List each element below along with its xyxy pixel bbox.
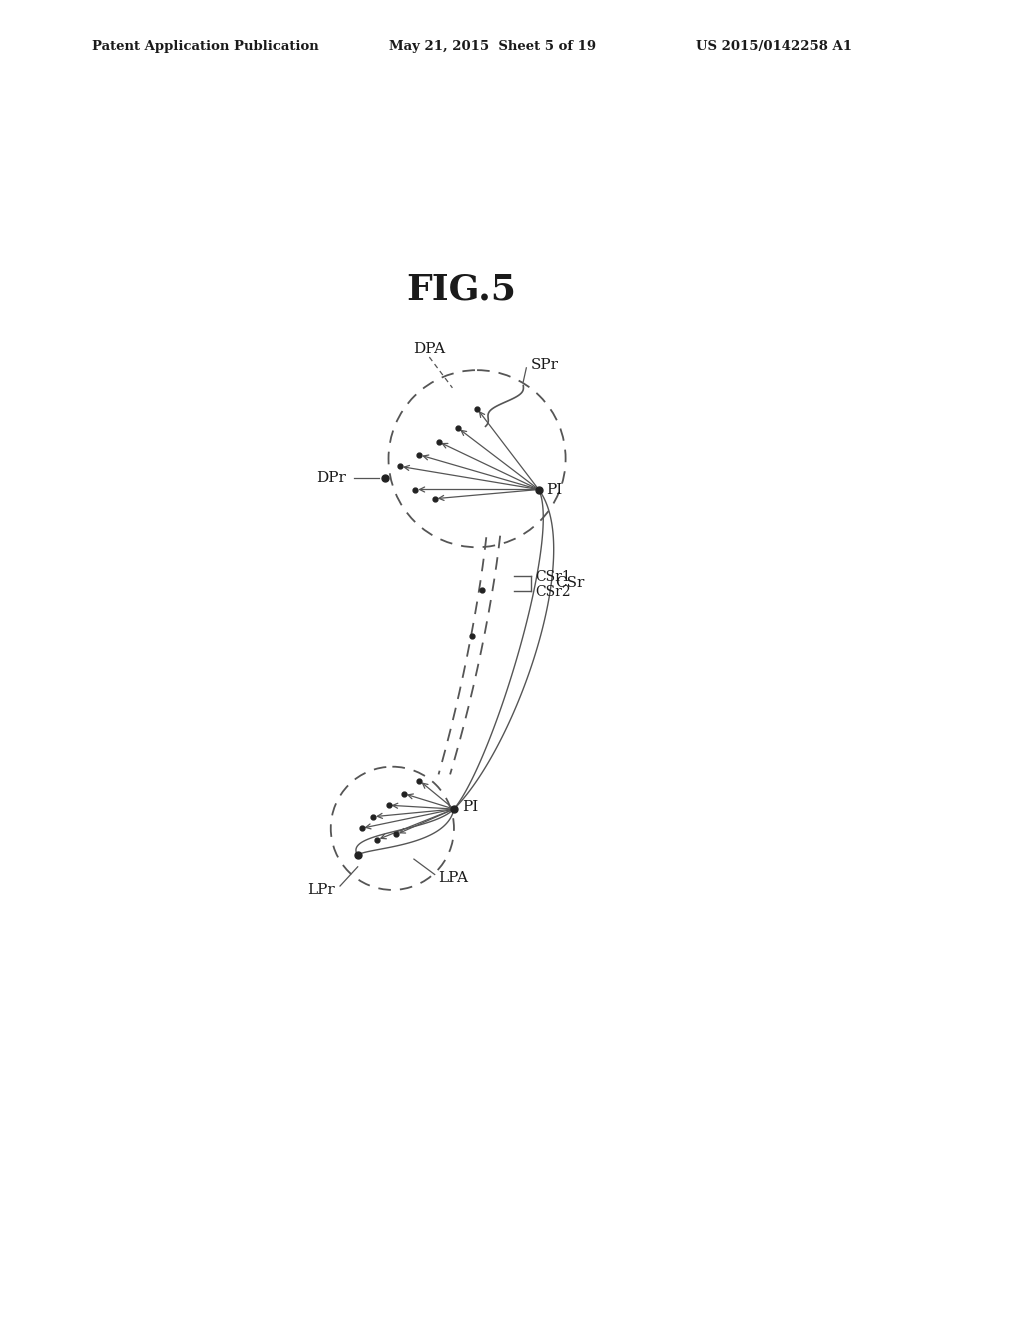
Text: LPA: LPA xyxy=(438,871,469,886)
Text: CSr1: CSr1 xyxy=(535,569,570,583)
Text: CSr2: CSr2 xyxy=(535,585,570,599)
Text: DPA: DPA xyxy=(414,342,445,356)
Text: Patent Application Publication: Patent Application Publication xyxy=(92,40,318,53)
Text: SPr: SPr xyxy=(531,358,559,372)
Text: CSr: CSr xyxy=(556,577,585,590)
Text: LPr: LPr xyxy=(307,883,335,896)
Text: FIG.5: FIG.5 xyxy=(407,272,517,306)
Text: PI: PI xyxy=(462,800,478,813)
Text: PI: PI xyxy=(547,483,562,496)
Text: May 21, 2015  Sheet 5 of 19: May 21, 2015 Sheet 5 of 19 xyxy=(389,40,596,53)
Text: DPr: DPr xyxy=(316,471,346,484)
Text: US 2015/0142258 A1: US 2015/0142258 A1 xyxy=(696,40,852,53)
